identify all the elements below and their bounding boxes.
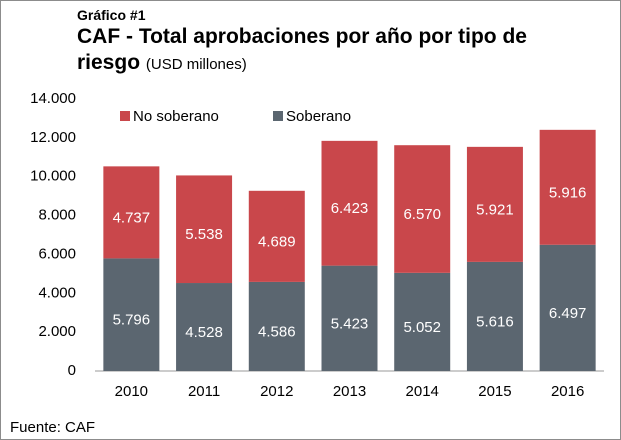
y-tick-label: 2.000 bbox=[38, 323, 76, 340]
bar-segment bbox=[394, 272, 451, 371]
x-tick-label: 2016 bbox=[551, 383, 584, 400]
bar-segment bbox=[539, 244, 596, 371]
value-label: 5.052 bbox=[403, 319, 441, 336]
value-label: 4.586 bbox=[258, 323, 296, 340]
legend-label: No soberano bbox=[133, 108, 219, 125]
bar-segment bbox=[321, 140, 378, 266]
value-label: 4.528 bbox=[185, 324, 223, 341]
title-text: CAF - Total aprobaciones por año por tip… bbox=[77, 25, 527, 74]
bar-segment bbox=[248, 281, 305, 371]
bar-segment bbox=[248, 190, 305, 282]
x-tick-label: 2014 bbox=[406, 383, 439, 400]
y-tick-label: 10.000 bbox=[30, 168, 76, 185]
value-label: 6.423 bbox=[331, 200, 369, 217]
bar-segment bbox=[466, 261, 523, 371]
value-label: 5.921 bbox=[476, 201, 514, 218]
legend-swatch bbox=[120, 111, 130, 121]
heading: Gráfico #1 CAF - Total aprobaciones por … bbox=[77, 6, 527, 78]
y-tick-label: 8.000 bbox=[38, 207, 76, 224]
x-tick-label: 2012 bbox=[260, 383, 293, 400]
bar-segment bbox=[394, 145, 451, 273]
y-tick-label: 12.000 bbox=[30, 129, 76, 146]
y-tick-label: 14.000 bbox=[30, 90, 76, 107]
value-label: 5.616 bbox=[476, 313, 514, 330]
bar-segment bbox=[103, 166, 160, 259]
x-tick-label: 2013 bbox=[333, 383, 366, 400]
y-tick-label: 4.000 bbox=[38, 284, 76, 301]
bar-segment bbox=[176, 283, 233, 371]
value-label: 6.497 bbox=[549, 305, 587, 322]
value-label: 4.689 bbox=[258, 233, 296, 250]
bar-segment bbox=[539, 129, 596, 245]
x-tick-label: 2010 bbox=[115, 383, 148, 400]
legend-label: Soberano bbox=[286, 108, 351, 125]
bar-segment bbox=[321, 265, 378, 371]
legend-swatch bbox=[273, 111, 283, 121]
kicker: Gráfico #1 bbox=[77, 7, 146, 23]
value-label: 5.423 bbox=[331, 315, 369, 332]
value-label: 5.916 bbox=[549, 184, 587, 201]
x-tick-label: 2011 bbox=[188, 383, 220, 400]
value-label: 6.570 bbox=[403, 206, 441, 223]
value-label: 4.737 bbox=[113, 209, 151, 226]
value-label: 5.796 bbox=[113, 312, 151, 329]
chart-title: CAF - Total aprobaciones por año por tip… bbox=[77, 24, 527, 78]
value-label: 5.538 bbox=[185, 226, 223, 243]
source: Fuente: CAF bbox=[10, 419, 95, 436]
y-tick-label: 0 bbox=[68, 362, 76, 379]
bar-segment bbox=[466, 146, 523, 262]
bar-segment bbox=[103, 258, 160, 371]
x-tick-label: 2015 bbox=[478, 383, 511, 400]
subtitle: (USD millones) bbox=[145, 56, 247, 73]
y-tick-label: 6.000 bbox=[38, 245, 76, 262]
bar-segment bbox=[176, 175, 233, 284]
